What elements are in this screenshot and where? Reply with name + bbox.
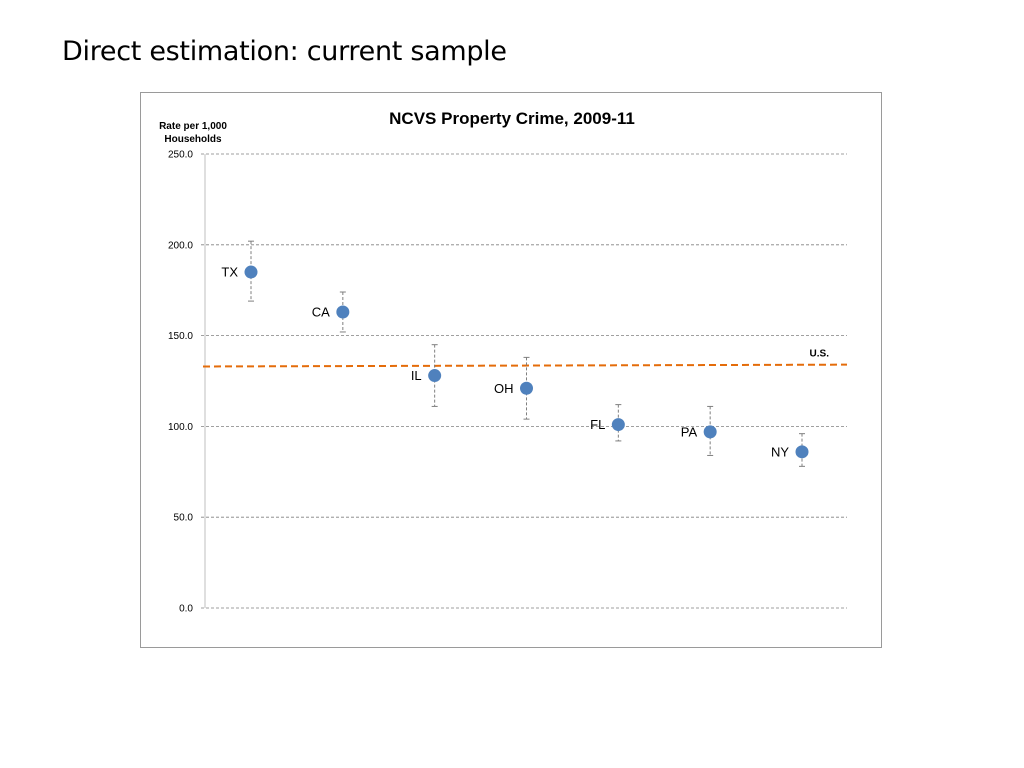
point-label: CA [312,304,330,319]
us-reference-label: U.S. [810,349,830,360]
point-label: PA [681,424,698,439]
point-label: FL [590,417,605,432]
y-axis-label: Rate per 1,000 [159,121,227,132]
y-tick-label: 250.0 [168,150,193,161]
chart-title: NCVS Property Crime, 2009-11 [389,109,635,128]
y-tick-label: 0.0 [179,604,193,615]
data-point [611,418,625,432]
data-point [520,381,533,395]
chart-frame: NCVS Property Crime, 2009-11 Rate per 1,0… [140,92,882,648]
point-label: OH [494,381,514,396]
data-point [244,265,258,279]
data-point [428,369,442,383]
y-tick-label: 50.0 [174,513,194,524]
point-label: NY [771,444,789,459]
scatter-chart: NCVS Property Crime, 2009-11 Rate per 1,0… [159,109,848,615]
data-point [703,425,717,439]
point-label: IL [411,368,422,383]
y-tick-label: 100.0 [168,422,193,433]
data-point [795,445,809,459]
data-point [336,305,350,319]
point-label: TX [221,265,238,280]
us-reference-line [202,363,848,368]
slide-title: Direct estimation: current sample [62,36,507,67]
y-tick-label: 200.0 [168,240,193,251]
y-axis-label: Households [164,134,222,145]
y-tick-label: 150.0 [168,331,193,342]
